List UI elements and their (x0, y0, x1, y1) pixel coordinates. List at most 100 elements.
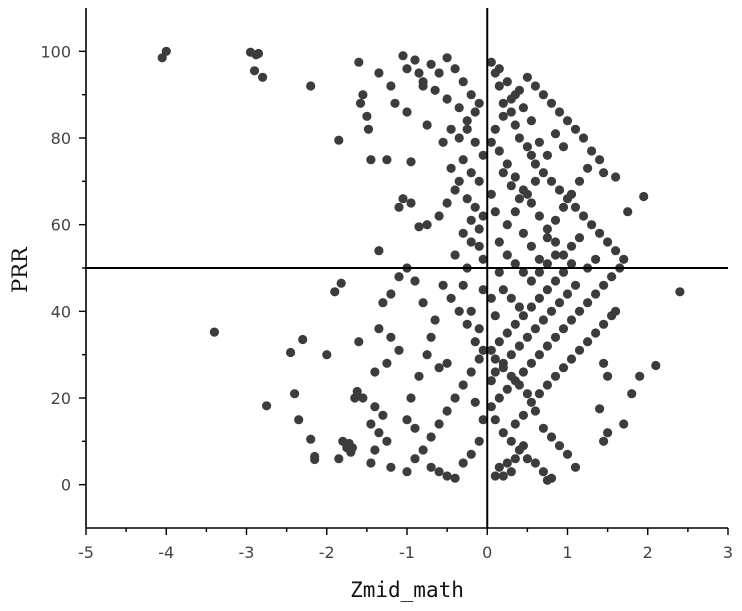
data-point (306, 434, 316, 444)
data-point (382, 155, 392, 165)
data-point (398, 51, 408, 61)
data-point (558, 202, 569, 212)
data-point (458, 77, 468, 87)
data-point (442, 94, 452, 104)
data-point (526, 241, 537, 251)
data-point (414, 222, 424, 232)
data-point (378, 298, 388, 308)
data-point (502, 159, 512, 169)
data-point (334, 135, 344, 145)
data-point (386, 289, 396, 299)
y-tick-label: 0 (61, 476, 71, 495)
data-point (358, 393, 368, 403)
data-point (562, 449, 573, 459)
data-point (558, 250, 569, 260)
data-point (410, 423, 420, 433)
y-tick-label: 80 (51, 129, 71, 148)
data-point (370, 402, 380, 412)
data-point (566, 315, 577, 325)
data-point (530, 176, 541, 186)
data-point (502, 328, 512, 338)
data-point (294, 415, 304, 425)
data-point (450, 64, 460, 74)
data-point (534, 350, 545, 360)
data-point (478, 254, 488, 264)
data-point (627, 389, 637, 399)
data-point (378, 410, 388, 420)
data-point (386, 81, 396, 91)
data-point (518, 311, 529, 321)
data-point (623, 207, 633, 217)
data-point (430, 85, 440, 95)
data-point (542, 475, 553, 485)
data-point (554, 441, 565, 451)
data-point (422, 220, 432, 230)
data-point (426, 59, 436, 69)
data-point (566, 189, 577, 199)
data-point (474, 241, 484, 251)
data-point (591, 328, 601, 338)
data-point (502, 250, 512, 260)
data-point (599, 319, 609, 329)
data-point (322, 350, 332, 360)
x-axis-title: Zmid_math (350, 578, 464, 602)
x-tick-label: -1 (399, 543, 415, 562)
data-point (498, 98, 508, 108)
data-point (526, 358, 537, 368)
data-point (442, 53, 452, 63)
data-point (382, 436, 392, 446)
data-point (542, 341, 553, 351)
data-point (603, 237, 613, 247)
data-point (336, 278, 346, 288)
data-point (583, 163, 593, 173)
data-point (574, 306, 585, 316)
data-point (490, 124, 500, 134)
data-point (466, 90, 476, 100)
data-point (490, 207, 500, 217)
data-point (619, 419, 629, 429)
data-point (514, 380, 525, 390)
data-point (490, 415, 500, 425)
data-point (402, 467, 412, 477)
data-point (570, 280, 581, 290)
data-point (394, 345, 404, 355)
data-point (486, 57, 496, 67)
data-point (510, 172, 520, 182)
data-point (442, 358, 452, 368)
data-point (354, 337, 364, 347)
data-point (522, 189, 533, 199)
data-point (510, 120, 520, 130)
data-point (514, 302, 525, 312)
data-point (494, 146, 504, 156)
data-point (486, 189, 496, 199)
data-point (518, 228, 529, 238)
data-point (522, 72, 533, 82)
data-point (402, 415, 412, 425)
data-point (370, 445, 380, 455)
data-point (486, 137, 496, 147)
data-point (450, 473, 460, 483)
data-point (506, 107, 516, 117)
data-point (611, 246, 621, 256)
data-point (462, 116, 472, 126)
data-point (599, 280, 609, 290)
data-point (595, 404, 605, 414)
data-point (406, 393, 416, 403)
data-point (249, 66, 260, 76)
data-point (570, 202, 581, 212)
data-point (506, 436, 516, 446)
data-point (635, 371, 645, 381)
data-point (478, 285, 488, 295)
data-point (458, 458, 468, 468)
data-point (538, 423, 549, 433)
data-point (251, 50, 261, 60)
data-point (522, 454, 533, 464)
y-tick-label: 20 (51, 389, 71, 408)
data-point (518, 410, 529, 420)
data-point (534, 211, 545, 221)
data-point (494, 393, 504, 403)
data-point (426, 462, 436, 472)
data-point (474, 354, 484, 364)
data-point (538, 168, 549, 178)
data-point (639, 191, 649, 202)
